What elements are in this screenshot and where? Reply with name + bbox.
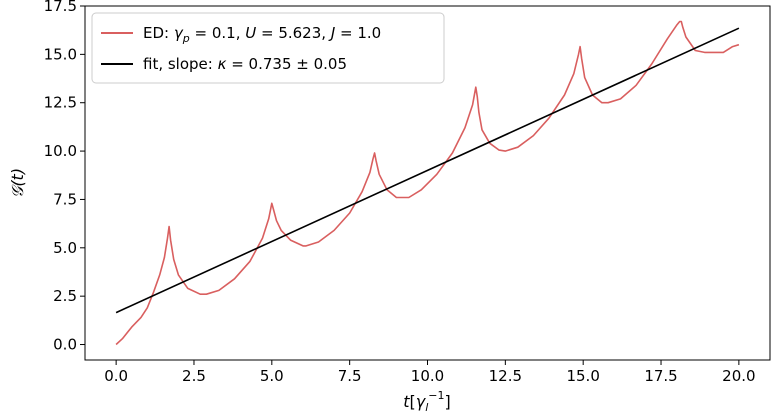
legend-entry-fit: fit, slope: κ = 0.735 ± 0.05 <box>143 55 347 73</box>
legend-ed-gamma: γ <box>174 24 184 42</box>
legend-fit-kappa: κ <box>218 55 227 73</box>
x-axis-label-t: t <box>403 392 410 411</box>
series-ed-line <box>115 20 740 346</box>
x-tick-label: 20.0 <box>722 367 755 385</box>
legend-fit-prefix: fit, slope: <box>143 55 218 73</box>
y-tick-label: 0.0 <box>53 336 77 354</box>
x-tick-label: 5.0 <box>260 367 284 385</box>
legend-ed-j: J <box>328 24 335 42</box>
y-axis-ticks: 0.0 2.5 5.0 7.5 10.0 12.5 15.0 17.5 <box>44 0 85 354</box>
legend-fit-rest: = 0.735 ± 0.05 <box>226 55 347 73</box>
legend-ed-rest2: = 5.623, <box>256 24 331 42</box>
y-tick-label: 15.0 <box>44 45 77 63</box>
legend-ed-rest3: = 1.0 <box>335 24 381 42</box>
y-tick-label: 5.0 <box>53 239 77 257</box>
y-tick-label: 10.0 <box>44 142 77 160</box>
x-tick-label: 7.5 <box>338 367 362 385</box>
x-tick-label: 15.0 <box>566 367 599 385</box>
x-tick-label: 2.5 <box>182 367 206 385</box>
x-tick-label: 10.0 <box>411 367 444 385</box>
y-tick-label: 12.5 <box>44 94 77 112</box>
y-tick-label: 7.5 <box>53 190 77 208</box>
legend-box <box>91 12 445 84</box>
legend-ed-rest1: = 0.1, <box>190 24 246 42</box>
x-axis-label: t[γl−1] <box>403 389 451 414</box>
x-axis-label-open: [ <box>410 392 416 411</box>
legend-ed-u: U <box>245 24 256 42</box>
series-layer <box>115 20 740 346</box>
x-axis-label-sub: l <box>425 401 428 414</box>
y-tick-label: 17.5 <box>44 0 77 15</box>
y-tick-label: 2.5 <box>53 287 77 305</box>
legend: ED: γp = 0.1, U = 5.623, J = 1.0 fit, sl… <box>91 12 445 84</box>
x-axis-ticks: 0.0 2.5 5.0 7.5 10.0 12.5 15.0 17.5 20.0 <box>104 360 756 385</box>
x-tick-label: 0.0 <box>104 367 128 385</box>
legend-entry-ed: ED: γp = 0.1, U = 5.623, J = 1.0 <box>143 24 381 45</box>
legend-ed-prefix: ED: <box>143 24 174 42</box>
legend-ed-gamma-sub: p <box>182 32 190 45</box>
x-axis-label-close: ] <box>445 392 451 411</box>
series-fit-line <box>115 27 740 314</box>
x-axis-label-gamma: γ <box>416 392 427 411</box>
y-axis-label: 𝒢(t) <box>8 168 27 198</box>
x-tick-label: 12.5 <box>489 367 522 385</box>
x-tick-label: 17.5 <box>644 367 677 385</box>
x-axis-label-sup: −1 <box>428 389 444 402</box>
